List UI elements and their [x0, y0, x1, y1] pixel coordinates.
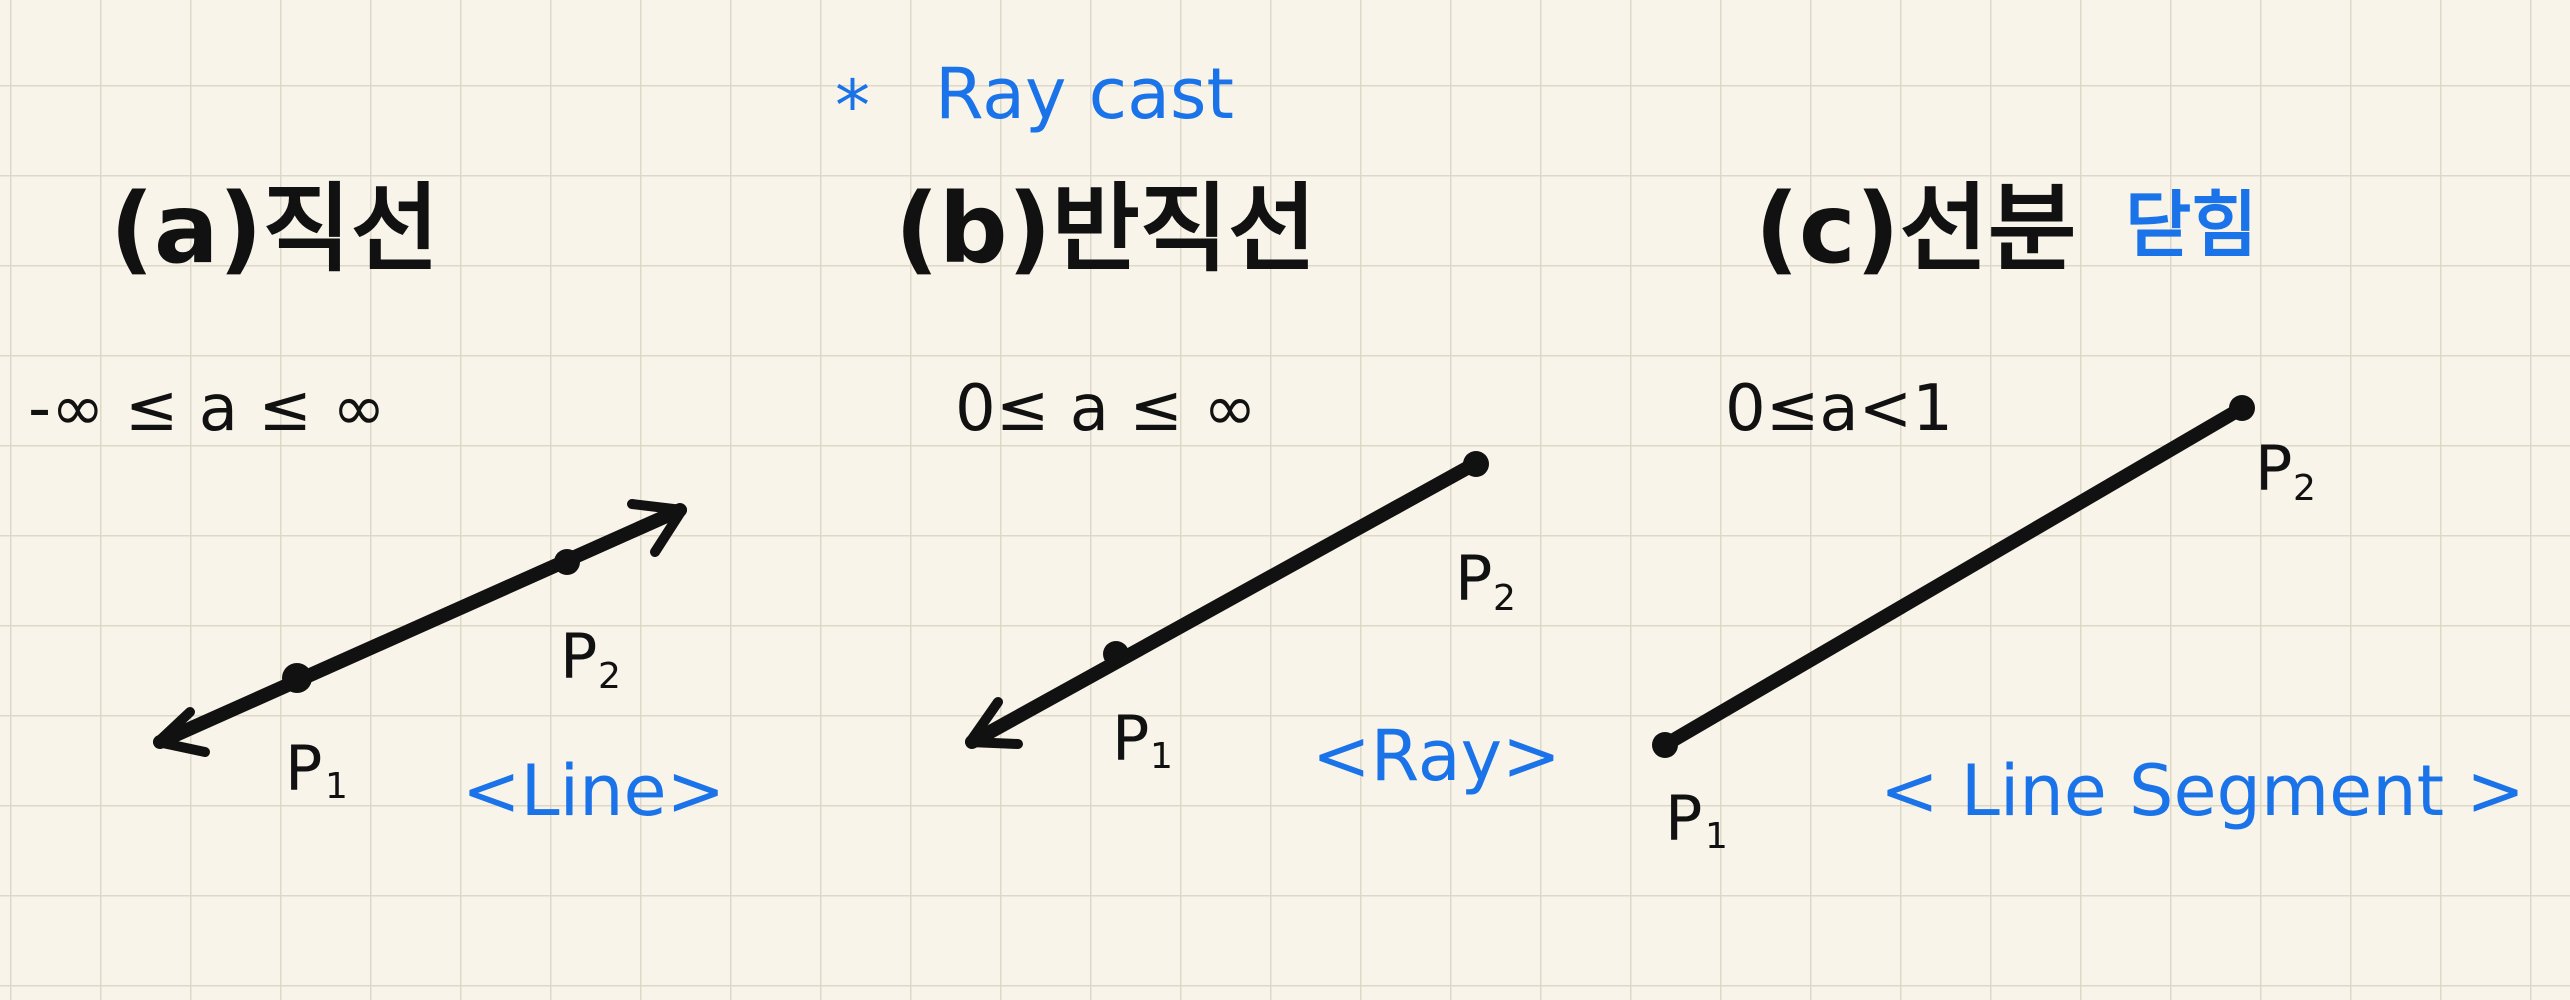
- line-type-label: <Line>: [462, 750, 725, 832]
- line-p2-label: P: [560, 620, 597, 693]
- segment-p2-label: P: [2255, 432, 2292, 505]
- line-p1-subscript: 1: [325, 766, 348, 807]
- segment-shape: [1658, 401, 2249, 752]
- line-right-arrowhead: [627, 499, 687, 557]
- ray-p2-subscript: 2: [1493, 578, 1516, 619]
- ray-p2-label: P: [1455, 542, 1492, 615]
- segment-p1-label: P: [1665, 782, 1702, 855]
- panel-segment: (c)선분 닫힘 0≤a<1 P 1 P 2 < Line Segment >: [1652, 173, 2525, 857]
- ray-p1-label: P: [1112, 702, 1149, 775]
- ray-p1-subscript: 1: [1150, 736, 1173, 777]
- segment-p2-subscript: 2: [2293, 468, 2316, 509]
- segment-type-label: < Line Segment >: [1880, 750, 2525, 832]
- ray-shape: [965, 455, 1485, 749]
- line-shape: [153, 503, 687, 749]
- panel-ray-title: (b)반직선: [895, 173, 1316, 285]
- panel-line-constraint: -∞ ≤ a ≤ ∞: [28, 372, 386, 446]
- panel-segment-constraint: 0≤a<1: [1725, 372, 1953, 446]
- panel-line-title: (a)직선: [110, 173, 439, 285]
- ray-point-p1: [1103, 641, 1129, 667]
- panel-ray-constraint: 0≤ a ≤ ∞: [955, 372, 1257, 446]
- star-mark: *: [835, 65, 870, 147]
- segment-point-p2: [2229, 395, 2255, 421]
- ray-arrowhead: [965, 697, 1023, 749]
- line-p2-subscript: 2: [598, 656, 621, 697]
- ray-type-label: <Ray>: [1312, 715, 1561, 797]
- segment-p1-subscript: 1: [1705, 816, 1728, 857]
- panel-line: (a)직선 -∞ ≤ a ≤ ∞ P 1 P 2 <Line>: [28, 173, 725, 832]
- panel-ray: (b)반직선 0≤ a ≤ ∞ P 1 P 2 <Ray>: [895, 173, 1561, 797]
- panel-segment-title: (c)선분: [1755, 173, 2076, 285]
- segment-point-p1: [1652, 732, 1678, 758]
- ray-point-p2: [1463, 451, 1489, 477]
- line-p1-label: P: [285, 732, 322, 805]
- line-point-p1: [282, 663, 312, 693]
- line-left-arrowhead: [153, 707, 210, 757]
- ray-cast-note: Ray cast: [935, 53, 1234, 135]
- panel-segment-closed-note: 닫힘: [2125, 183, 2257, 267]
- line-point-p2: [554, 549, 580, 575]
